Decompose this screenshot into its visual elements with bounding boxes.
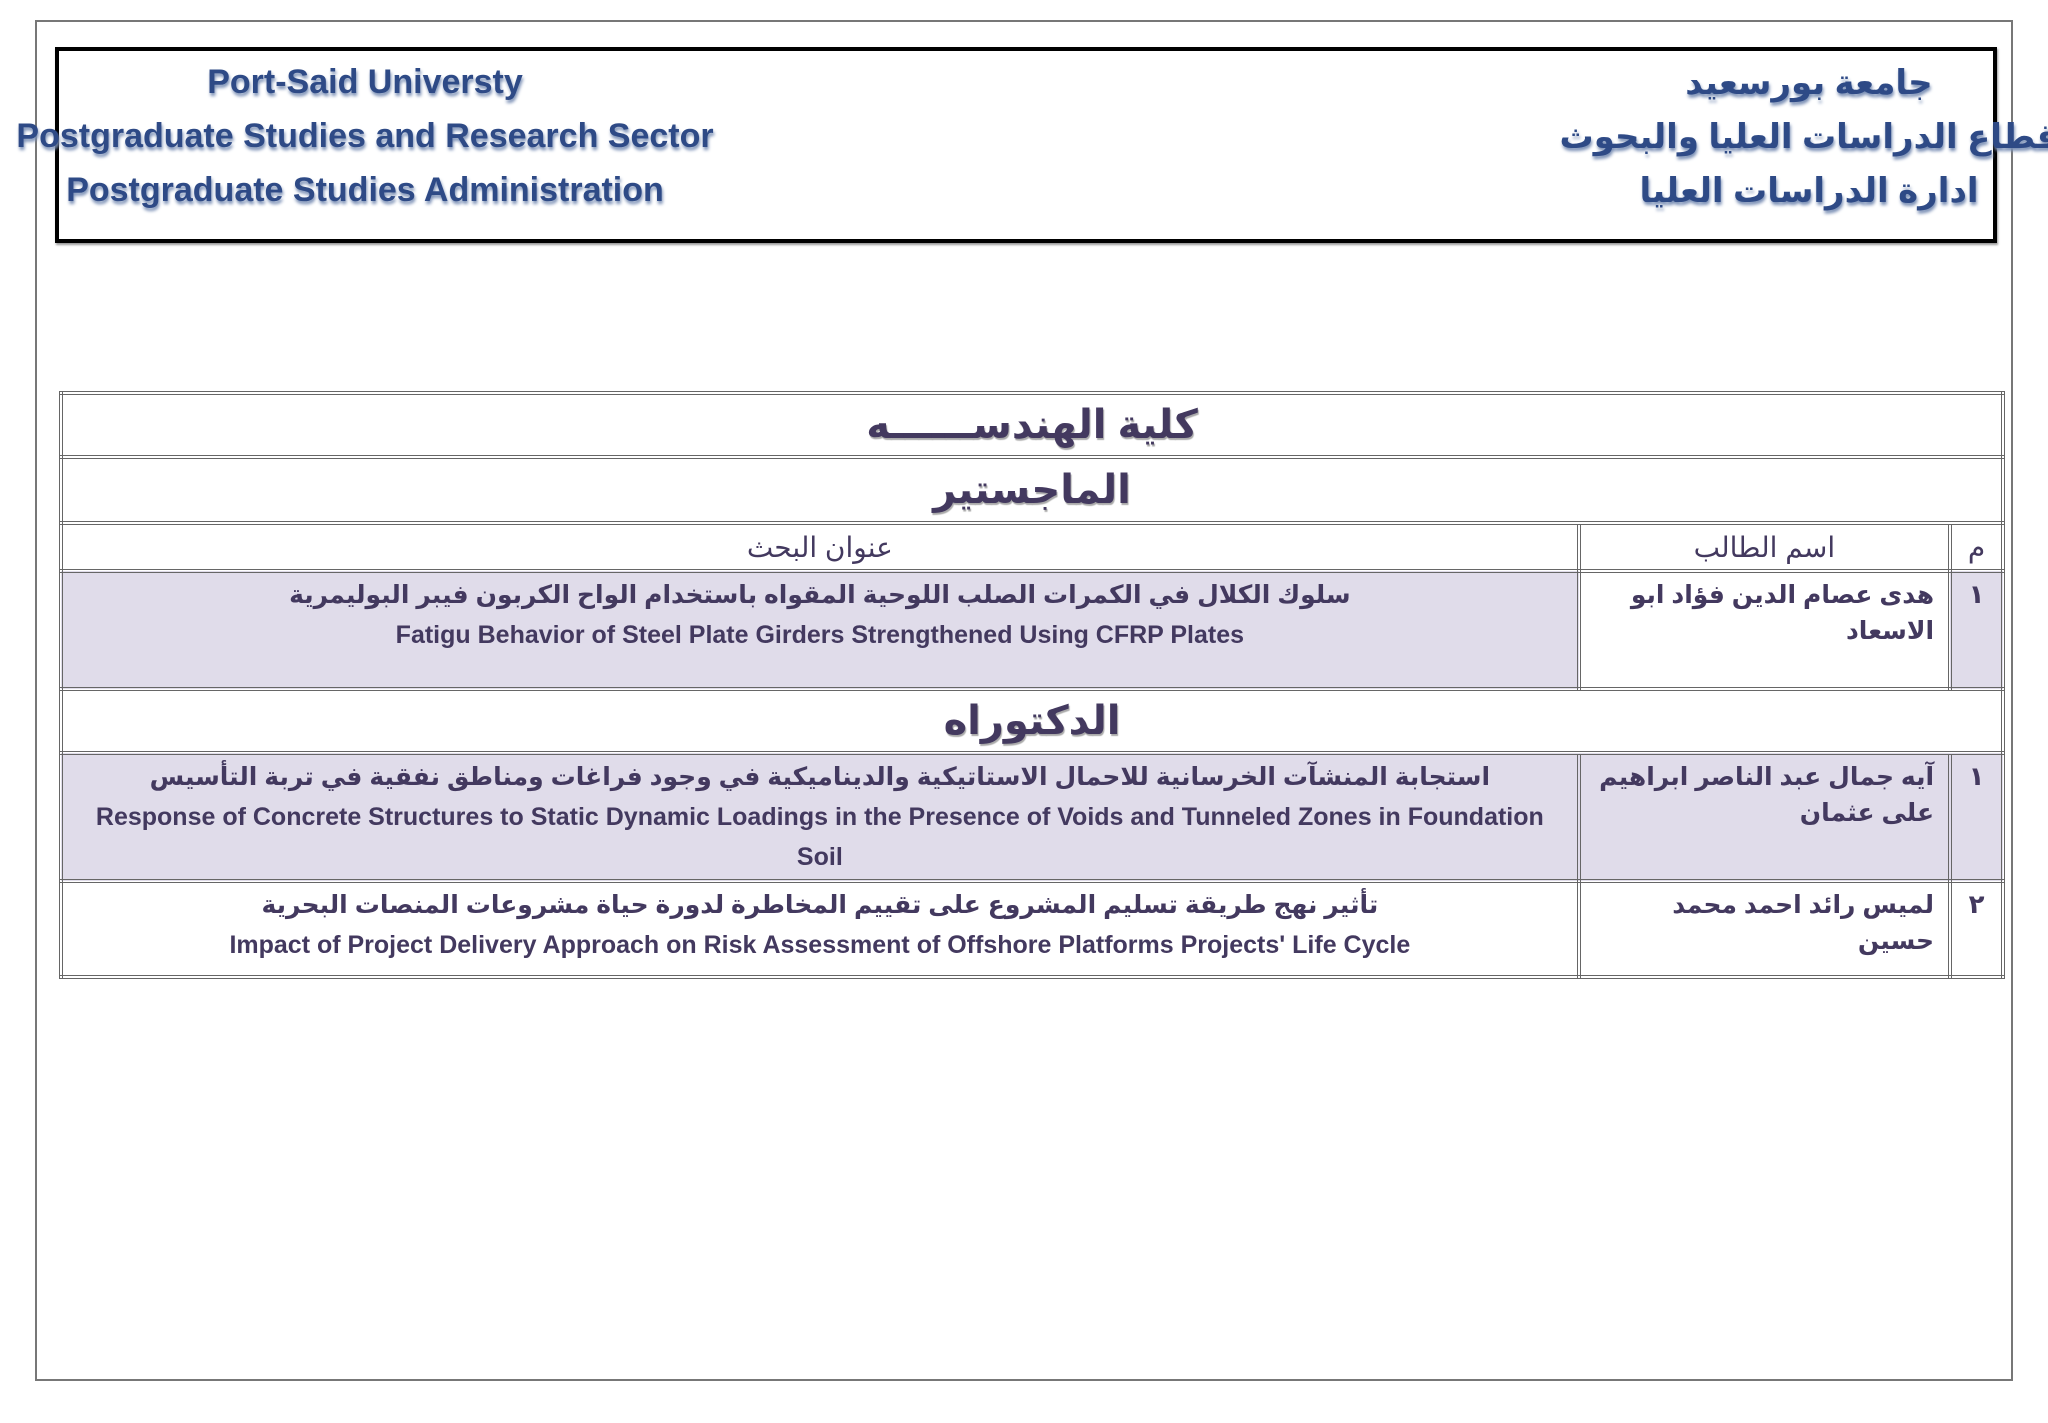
thesis-title-ar: سلوك الكلال في الكمرات الصلب اللوحية الم… — [289, 581, 1351, 609]
faculty-title: كلية الهندســــــه — [59, 391, 2005, 459]
student-name: هدى عصام الدين فؤاد ابو الاسعاد — [1576, 569, 1953, 691]
thesis-title-en: Fatigu Behavior of Steel Plate Girders S… — [395, 621, 1245, 649]
theses-table: كلية الهندســــــه الماجستير عنوان البحث… — [59, 391, 2005, 979]
letterhead: Port-Said Universty Postgraduate Studies… — [16, 47, 2048, 243]
university-name-ar: جامعة بورسعيد — [1685, 64, 1933, 102]
page-border — [35, 20, 2013, 1381]
column-header-name: اسم الطالب — [1576, 521, 1953, 573]
student-name: لميس رائد احمد محمد حسين — [1576, 879, 1953, 979]
sector-name-en: Postgraduate Studies and Research Sector — [16, 117, 714, 155]
column-header-number: م — [1948, 521, 2005, 573]
table-row: تأثير نهج طريقة تسليم المشروع على تقييم … — [59, 879, 2005, 979]
administration-name-ar: ادارة الدراسات العليا — [1639, 172, 1979, 210]
thesis-title-ar: تأثير نهج طريقة تسليم المشروع على تقييم … — [261, 891, 1379, 919]
doctorate-section-title: الدكتوراه — [59, 687, 2005, 755]
row-number: ٢ — [1948, 879, 2005, 979]
table-row: سلوك الكلال في الكمرات الصلب اللوحية الم… — [59, 569, 2005, 691]
masters-section-title: الماجستير — [59, 455, 2005, 525]
administration-name-en: Postgraduate Studies Administration — [66, 171, 664, 209]
student-name: آيه جمال عبد الناصر ابراهيم على عثمان — [1576, 751, 1953, 883]
row-number: ١ — [1948, 751, 2005, 883]
column-header-title: عنوان البحث — [59, 521, 1581, 573]
thesis-title-en: Impact of Project Delivery Approach on R… — [229, 931, 1411, 959]
thesis-title-ar: استجابة المنشآت الخرسانية للاحمال الاستا… — [149, 763, 1491, 791]
row-number: ١ — [1948, 569, 2005, 691]
table-row: استجابة المنشآت الخرسانية للاحمال الاستا… — [59, 751, 2005, 883]
university-name-en: Port-Said Universty — [207, 63, 523, 101]
thesis-title-en: Response of Concrete Structures to Stati… — [95, 803, 1544, 871]
sector-name-ar: قطاع الدراسات العليا والبحوث — [1559, 118, 2048, 156]
